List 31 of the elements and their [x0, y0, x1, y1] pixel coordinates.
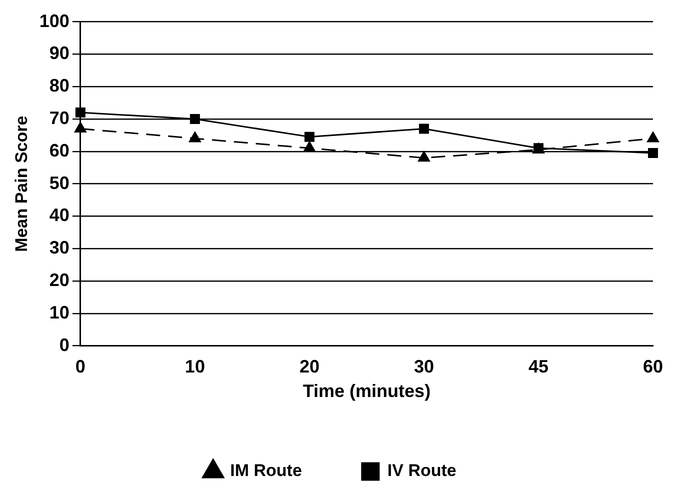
point [189, 132, 201, 142]
y-tick-label: 40 [49, 205, 70, 226]
y-tick-label: 0 [59, 334, 70, 355]
legend-label: IM Route [230, 461, 302, 480]
y-axis-title: Mean Pain Score [12, 116, 31, 252]
x-tick-label: 0 [75, 356, 86, 377]
y-tick-label: 60 [49, 140, 70, 160]
x-tick-label: 20 [299, 356, 320, 377]
y-tick-label: 90 [49, 43, 70, 64]
y-tick-label: 20 [49, 270, 70, 290]
y-tick-label: 100 [39, 10, 70, 31]
y-tick-label: 10 [49, 302, 70, 322]
point [190, 114, 200, 124]
point [75, 108, 86, 118]
x-tick-label: 45 [528, 356, 548, 377]
y-tick-label: 50 [49, 172, 70, 193]
y-tick-label: 80 [49, 76, 70, 96]
point [304, 141, 316, 152]
y-tick-label: 30 [49, 238, 70, 258]
legend-label: IV Route [387, 461, 456, 480]
x-axis-title: Time (minutes) [302, 381, 431, 402]
y-tick-label: 70 [49, 108, 70, 128]
point [418, 151, 430, 162]
x-tick-label: 30 [414, 356, 434, 377]
point [418, 124, 429, 134]
point [647, 132, 659, 142]
x-tick-label: 10 [184, 356, 205, 377]
point [648, 148, 658, 158]
point [304, 132, 314, 142]
point [74, 122, 86, 132]
x-tick-label: 60 [642, 356, 664, 377]
